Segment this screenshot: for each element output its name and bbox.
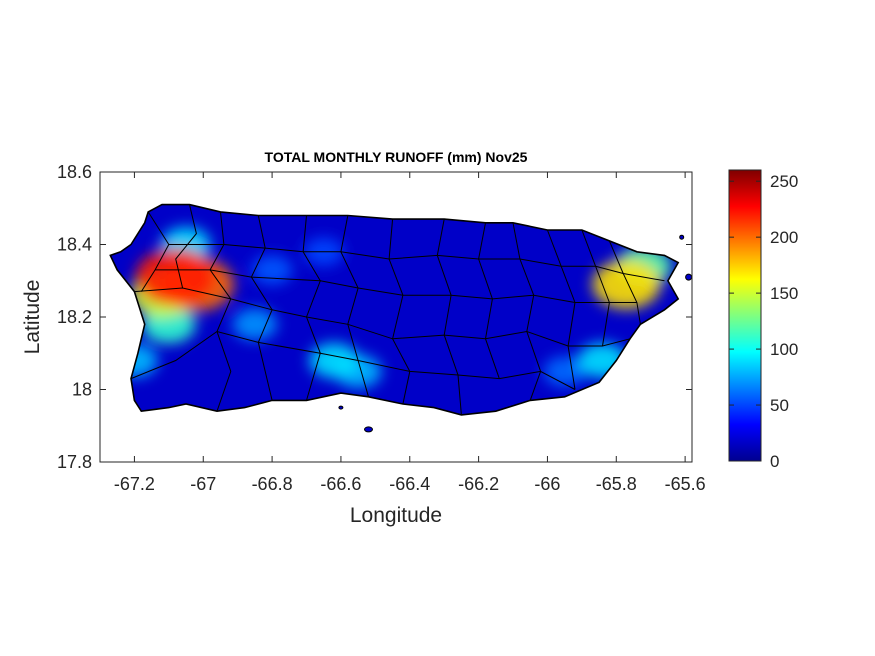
island-base (110, 204, 679, 415)
y-tick-label: 17.8 (57, 452, 92, 472)
small-island (685, 273, 693, 281)
y-tick-label: 18.2 (57, 307, 92, 327)
colorbar-tick-label: 100 (770, 340, 798, 359)
colorbar-tick-label: 200 (770, 228, 798, 247)
island-outline (109, 203, 680, 416)
municipality-boundary (168, 244, 665, 282)
small-island (679, 234, 685, 240)
x-tick-label: -65.8 (596, 474, 637, 494)
runoff-hotspot (251, 255, 293, 285)
municipality-boundary (175, 204, 197, 289)
x-axis-label: Longitude (350, 504, 442, 527)
colorbar-tick-label: 250 (770, 172, 798, 191)
y-tick-label: 18.6 (57, 162, 92, 182)
x-axis-ticks: -67.2 -67 -66.8 -66.6 -66.4 -66.2 -66 -65.8 -65.… (114, 172, 706, 494)
municipality-boundary (140, 211, 170, 292)
x-tick-label: -67.2 (114, 474, 155, 494)
municipality-boundary (250, 215, 273, 401)
municipality-boundary (134, 287, 631, 347)
runoff-hotspot (135, 248, 216, 306)
y-tick-label: 18 (72, 380, 92, 400)
x-tick-label: -66.4 (389, 474, 430, 494)
x-tick-label: -66.8 (252, 474, 293, 494)
x-tick-label: -66 (534, 474, 560, 494)
runoff-hotspot (232, 308, 278, 341)
municipality-boundary (581, 229, 610, 347)
municipality-boundary (130, 330, 576, 390)
y-axis-ticks: 17.8 18 18.2 18.4 18.6 (57, 162, 692, 472)
municipality-boundary (608, 240, 641, 325)
municipality-boundary (388, 219, 411, 405)
colorbar-tick-label: 50 (770, 396, 789, 415)
x-tick-label: -67 (190, 474, 216, 494)
plot-title: TOTAL MONTHLY RUNOFF (mm) Nov25 (265, 149, 528, 165)
small-island (364, 426, 373, 433)
colorbar-tick-label: 150 (770, 284, 798, 303)
x-tick-label: -66.6 (320, 474, 361, 494)
municipality-boundary (512, 222, 542, 401)
municipality-boundaries (130, 204, 665, 415)
runoff-hotspot (309, 342, 359, 379)
runoff-hotspot (592, 260, 661, 309)
colorbar-tick-label: 0 (770, 452, 779, 471)
x-tick-label: -66.2 (458, 474, 499, 494)
y-axis-label: Latitude (21, 280, 44, 355)
colorbar (728, 169, 762, 462)
municipality-boundary (436, 219, 462, 415)
municipality-boundary (302, 215, 321, 401)
colorbar-ticks: 0 50 100 150 200 250 (729, 172, 798, 471)
small-island (338, 405, 344, 410)
municipality-boundary (340, 215, 369, 397)
small-islands (338, 234, 693, 433)
y-tick-label: 18.4 (57, 235, 92, 255)
municipality-boundary (155, 269, 637, 303)
x-tick-label: -65.6 (665, 474, 706, 494)
